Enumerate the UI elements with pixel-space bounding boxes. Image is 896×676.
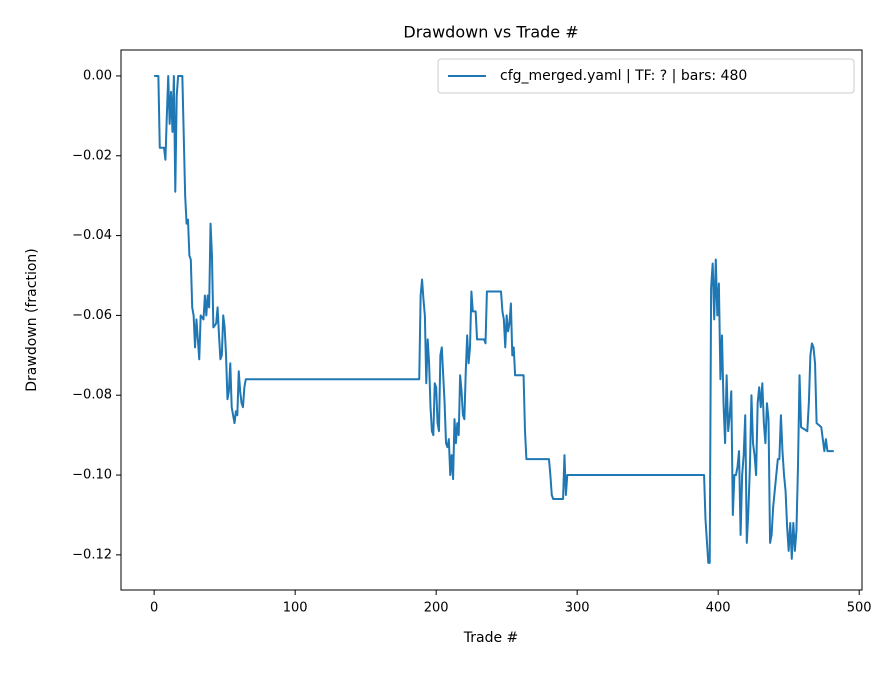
plot-frame — [120, 49, 863, 591]
y-tick-label: −0.10 — [72, 468, 112, 483]
y-tick-label: −0.02 — [72, 148, 112, 163]
y-tick-label: −0.08 — [72, 388, 112, 403]
y-tick-label: −0.12 — [72, 547, 112, 562]
x-axis-label: Trade # — [463, 630, 519, 646]
x-tick-label: 300 — [565, 601, 590, 616]
legend-label: cfg_merged.yaml | TF: ? | bars: 480 — [500, 68, 747, 84]
x-tick-label: 500 — [847, 601, 872, 616]
chart-title: Drawdown vs Trade # — [403, 23, 578, 42]
x-tick-label: 400 — [706, 601, 731, 616]
x-tick-label: 0 — [150, 601, 158, 616]
y-tick-label: −0.06 — [72, 308, 112, 323]
data-line — [154, 74, 834, 564]
y-axis-label: Drawdown (fraction) — [24, 248, 40, 392]
x-tick-label: 100 — [283, 601, 308, 616]
legend-box — [437, 58, 855, 94]
y-tick-label: 0.00 — [83, 68, 112, 83]
y-tick-label: −0.04 — [72, 228, 112, 243]
x-tick-label: 200 — [424, 601, 449, 616]
